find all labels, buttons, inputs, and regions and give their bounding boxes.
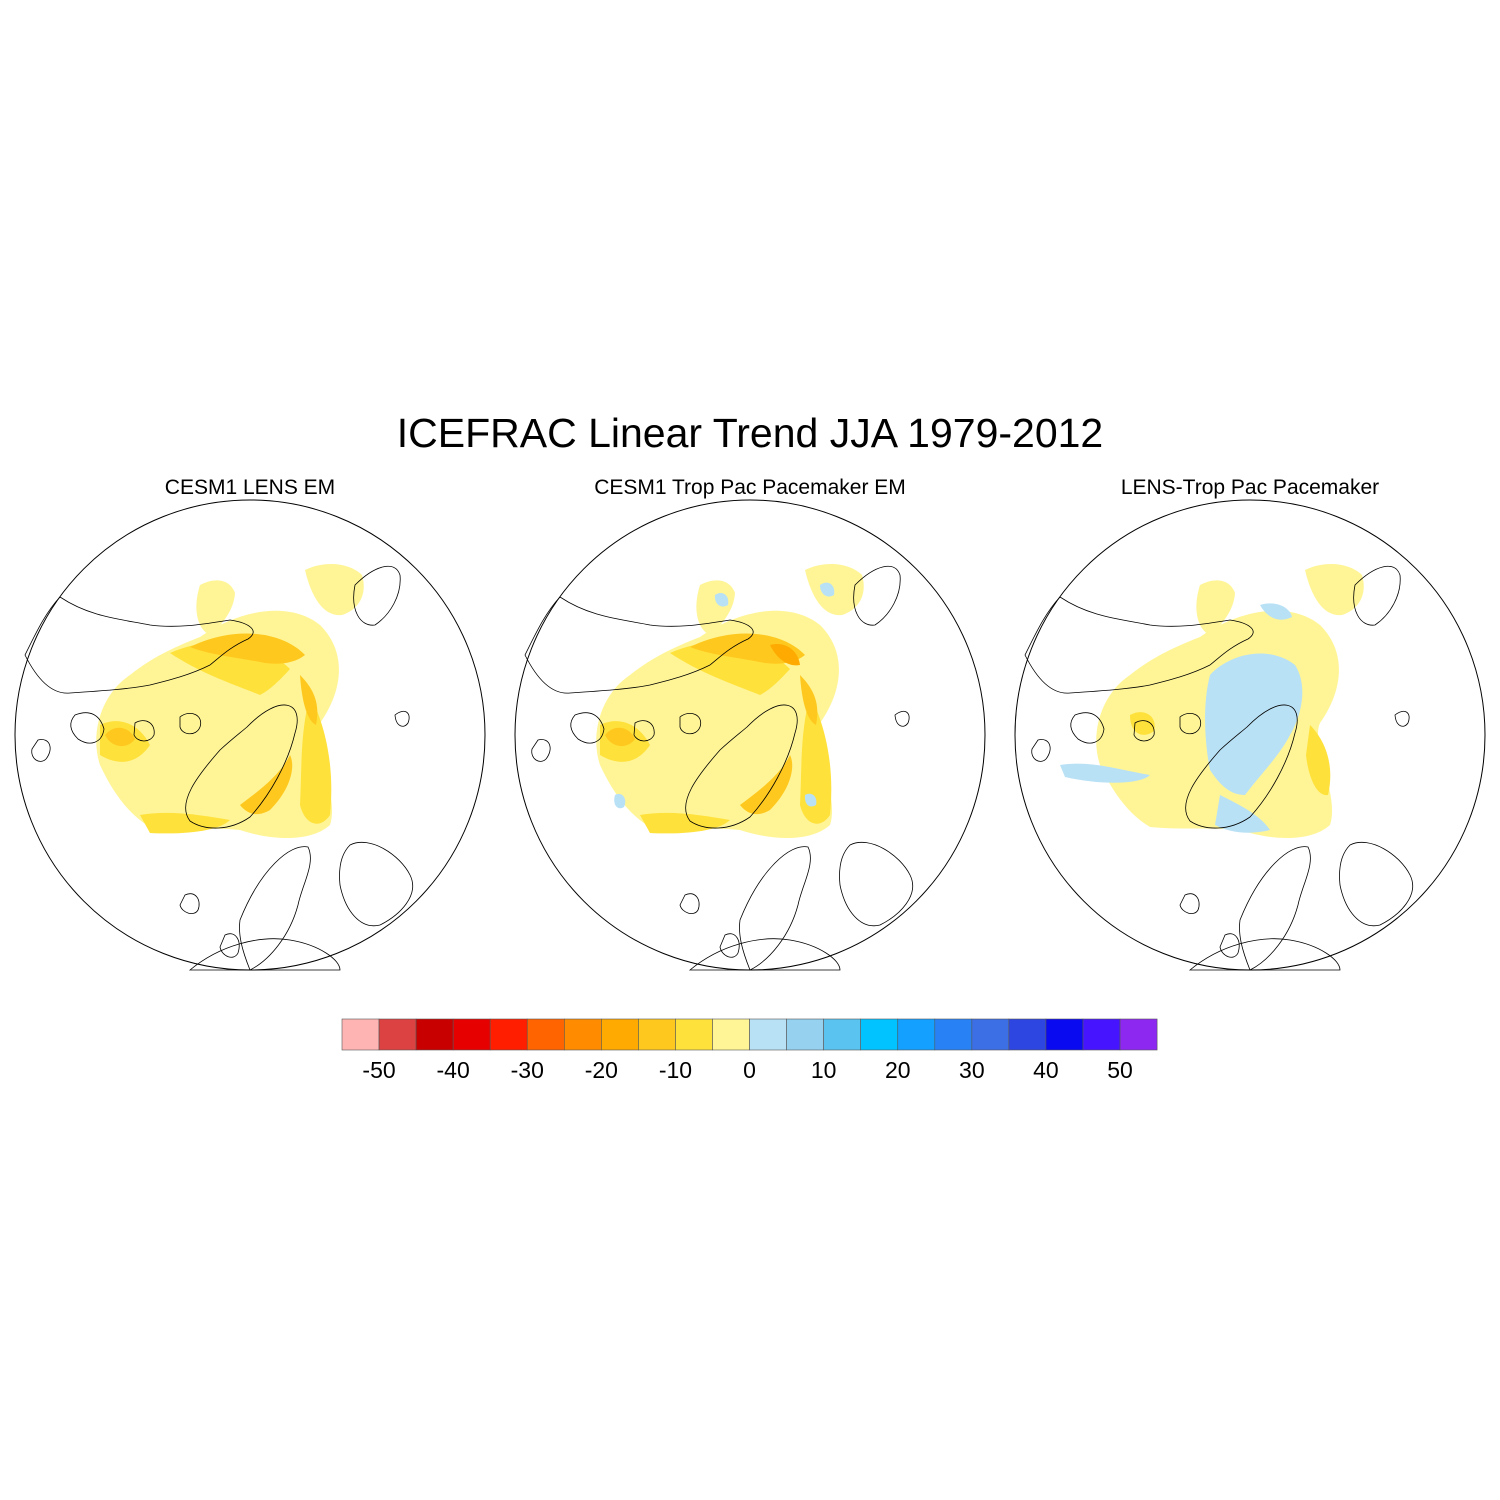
colorbar-box [823,1018,862,1051]
colorbar-tick-label: -20 [585,1057,618,1083]
colorbar-box [1082,1018,1121,1051]
colorbar-box [1119,1018,1158,1051]
panel-title-pacemaker-em: CESM1 Trop Pac Pacemaker EM [594,476,906,499]
colorbar-tick-label: 40 [1033,1057,1059,1083]
colorbar-tick-label: 50 [1107,1057,1133,1083]
colorbar-tick-label: 10 [811,1057,837,1083]
map-panel-lens-em [14,499,486,971]
colorbar-box [712,1018,750,1051]
colorbar-box [526,1018,565,1051]
colorbar-box [675,1018,713,1051]
chart-title: ICEFRAC Linear Trend JJA 1979-2012 [396,410,1104,456]
colorbar-box [749,1018,787,1051]
colorbar-box [860,1018,899,1051]
colorbar-tick-label: -30 [511,1057,544,1083]
colorbar-tick-label: 0 [743,1057,756,1083]
panel-title-difference: LENS-Trop Pac Pacemaker [1120,476,1380,499]
colorbar-box [341,1018,380,1051]
colorbar-box [638,1018,676,1051]
colorbar-tick-label: -50 [362,1057,395,1083]
colorbar-labels: -50 -40 -30 -20 -10 0 10 20 30 40 50 [362,1057,1132,1083]
colorbar-box [489,1018,528,1051]
colorbar-box [563,1018,602,1051]
colorbar-box [378,1018,417,1051]
colorbar-tick-label: -10 [659,1057,692,1083]
colorbar-tick-label: 30 [959,1057,985,1083]
panel-title-lens-em: CESM1 LENS EM [164,476,336,499]
colorbar-box [971,1018,1010,1051]
colorbar-boxes [341,1018,1158,1051]
colorbar-box [601,1018,639,1051]
colorbar-box [786,1018,824,1051]
colorbar-box [452,1018,491,1051]
colorbar-box [1045,1018,1084,1051]
colorbar-tick-label: -40 [437,1057,470,1083]
map-panel-difference [1014,499,1486,971]
colorbar-tick-label: 20 [885,1057,911,1083]
colorbar-box [897,1018,936,1051]
colorbar-box [934,1018,973,1051]
map-panel-pacemaker-em [514,499,986,971]
colorbar-box [415,1018,454,1051]
colorbar-box [1008,1018,1047,1051]
